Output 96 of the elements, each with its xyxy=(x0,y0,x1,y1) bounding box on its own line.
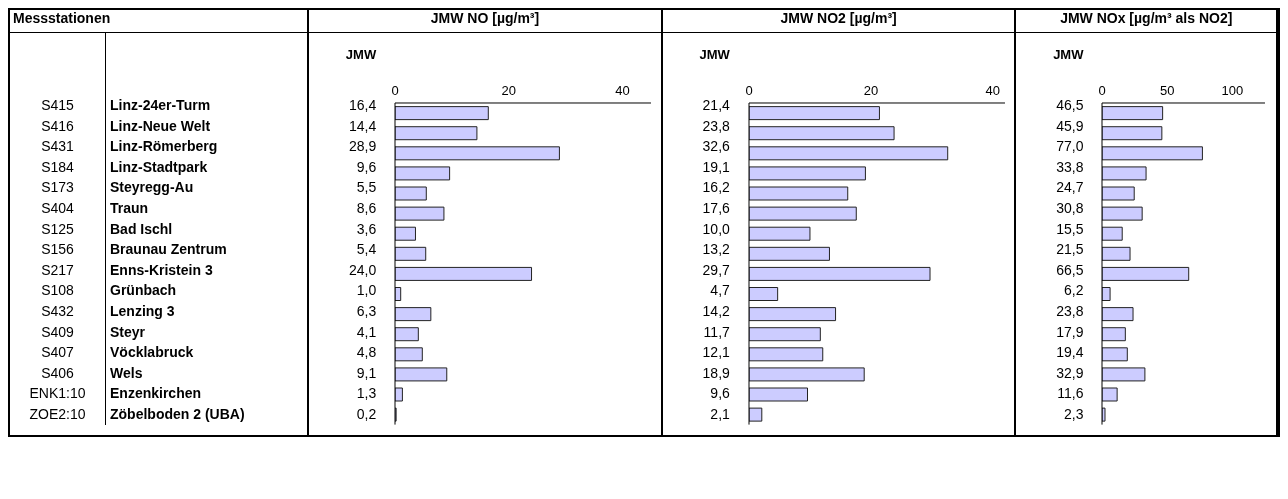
data-label: 5,5 xyxy=(355,178,378,198)
data-label: 28,9 xyxy=(347,137,378,157)
text: Grünbach xyxy=(109,281,178,301)
x-tick-label: 20 xyxy=(501,83,517,98)
text: S173 xyxy=(40,178,75,198)
data-label: 11,6 xyxy=(1056,384,1085,404)
x-tick-label: 40 xyxy=(985,83,1000,98)
text: S156 xyxy=(40,240,75,260)
chart-title: JMW NO2 [µg/m³] xyxy=(662,10,1015,33)
data-label: 6,2 xyxy=(1063,281,1085,301)
text: Linz-Stadtpark xyxy=(109,157,209,177)
text: Steyr xyxy=(109,322,147,342)
data-label: 1,0 xyxy=(355,281,378,301)
text: JMW xyxy=(1053,47,1084,62)
text: S432 xyxy=(40,301,75,321)
data-label: 13,2 xyxy=(701,240,731,260)
data-label: 12,1 xyxy=(701,343,731,363)
text: JMW xyxy=(345,47,377,62)
data-label: 21,5 xyxy=(1055,240,1085,260)
text: Enns-Kristein 3 xyxy=(109,260,214,280)
text: S406 xyxy=(40,363,75,383)
chart-title: JMW NO [µg/m³] xyxy=(309,10,661,33)
data-label: 2,3 xyxy=(1063,404,1085,424)
chart-title: JMW NOx [µg/m³ als NO2] xyxy=(1016,10,1277,33)
text: S416 xyxy=(40,116,75,136)
data-label: 33,8 xyxy=(1055,157,1085,177)
data-label: 14,4 xyxy=(347,116,378,136)
data-label: 24,0 xyxy=(347,260,378,280)
data-label: 2,1 xyxy=(709,404,731,424)
text: Lenzing 3 xyxy=(109,301,176,321)
text: S431 xyxy=(40,137,75,157)
data-label: 11,7 xyxy=(702,322,731,342)
data-label: 6,3 xyxy=(355,301,378,321)
data-label: 17,9 xyxy=(1055,322,1085,342)
data-label: 9,6 xyxy=(709,384,731,404)
x-tick-label: 100 xyxy=(1222,83,1244,98)
data-label: 15,5 xyxy=(1055,219,1085,239)
x-tick-label: 40 xyxy=(615,83,630,98)
data-label: 32,6 xyxy=(701,137,731,157)
text: Linz-Neue Welt xyxy=(109,116,212,136)
data-label: 66,5 xyxy=(1055,260,1085,280)
text: JMW xyxy=(699,47,730,62)
data-label: 10,0 xyxy=(701,219,731,239)
x-tick-label: 0 xyxy=(1098,83,1107,98)
data-label: 18,9 xyxy=(701,363,731,383)
text: Zöbelboden 2 (UBA) xyxy=(109,404,246,424)
data-label: 19,1 xyxy=(701,157,731,177)
text: Steyregg-Au xyxy=(109,178,195,198)
data-label: 21,4 xyxy=(701,96,731,115)
text: S184 xyxy=(40,157,75,177)
data-label: 17,6 xyxy=(701,198,731,218)
data-label: 23,8 xyxy=(1055,301,1085,321)
x-tick-label: 20 xyxy=(863,83,878,98)
data-label: 4,1 xyxy=(355,322,378,342)
text: S415 xyxy=(40,96,75,115)
x-tick-label: 0 xyxy=(745,83,753,98)
text: S407 xyxy=(40,343,75,363)
data-label: 32,9 xyxy=(1055,363,1085,383)
data-label: 4,8 xyxy=(355,343,378,363)
data-label: 30,8 xyxy=(1055,198,1085,218)
text: Linz-24er-Turm xyxy=(109,96,212,115)
data-label: 8,6 xyxy=(355,198,378,218)
text: S108 xyxy=(40,281,75,301)
data-label: 1,3 xyxy=(355,384,378,404)
text: Messstationen xyxy=(10,10,308,33)
text: Linz-Römerberg xyxy=(109,137,219,157)
data-label: 29,7 xyxy=(701,260,731,280)
data-label: 9,1 xyxy=(355,363,378,383)
data-label: 23,8 xyxy=(701,116,731,136)
text: Enzenkirchen xyxy=(109,384,203,404)
data-label: 0,2 xyxy=(355,404,378,424)
text: Braunau Zentrum xyxy=(109,240,228,260)
text: S125 xyxy=(40,219,75,239)
text: S404 xyxy=(40,198,75,218)
x-tick-label: 50 xyxy=(1160,83,1175,98)
text: ENK1:10 xyxy=(28,384,87,404)
data-label: 9,6 xyxy=(355,157,378,177)
data-label: 19,4 xyxy=(1055,343,1085,363)
text: Wels xyxy=(109,363,144,383)
data-label: 14,2 xyxy=(701,301,731,321)
text: S409 xyxy=(40,322,75,342)
data-label: 16,2 xyxy=(701,178,731,198)
data-label: 4,7 xyxy=(709,281,731,301)
text: ZOE2:10 xyxy=(28,404,87,424)
text: Bad Ischl xyxy=(109,219,174,239)
data-label: 24,7 xyxy=(1055,178,1085,198)
text: Traun xyxy=(109,198,150,218)
text: S217 xyxy=(40,260,75,280)
data-label: 16,4 xyxy=(347,96,378,115)
data-label: 45,9 xyxy=(1055,116,1085,136)
data-label: 46,5 xyxy=(1055,96,1085,115)
data-label: 77,0 xyxy=(1055,137,1085,157)
data-label: 3,6 xyxy=(355,219,378,239)
data-label: 5,4 xyxy=(355,240,378,260)
x-tick-label: 0 xyxy=(391,83,399,98)
text: Vöcklabruck xyxy=(109,343,195,363)
